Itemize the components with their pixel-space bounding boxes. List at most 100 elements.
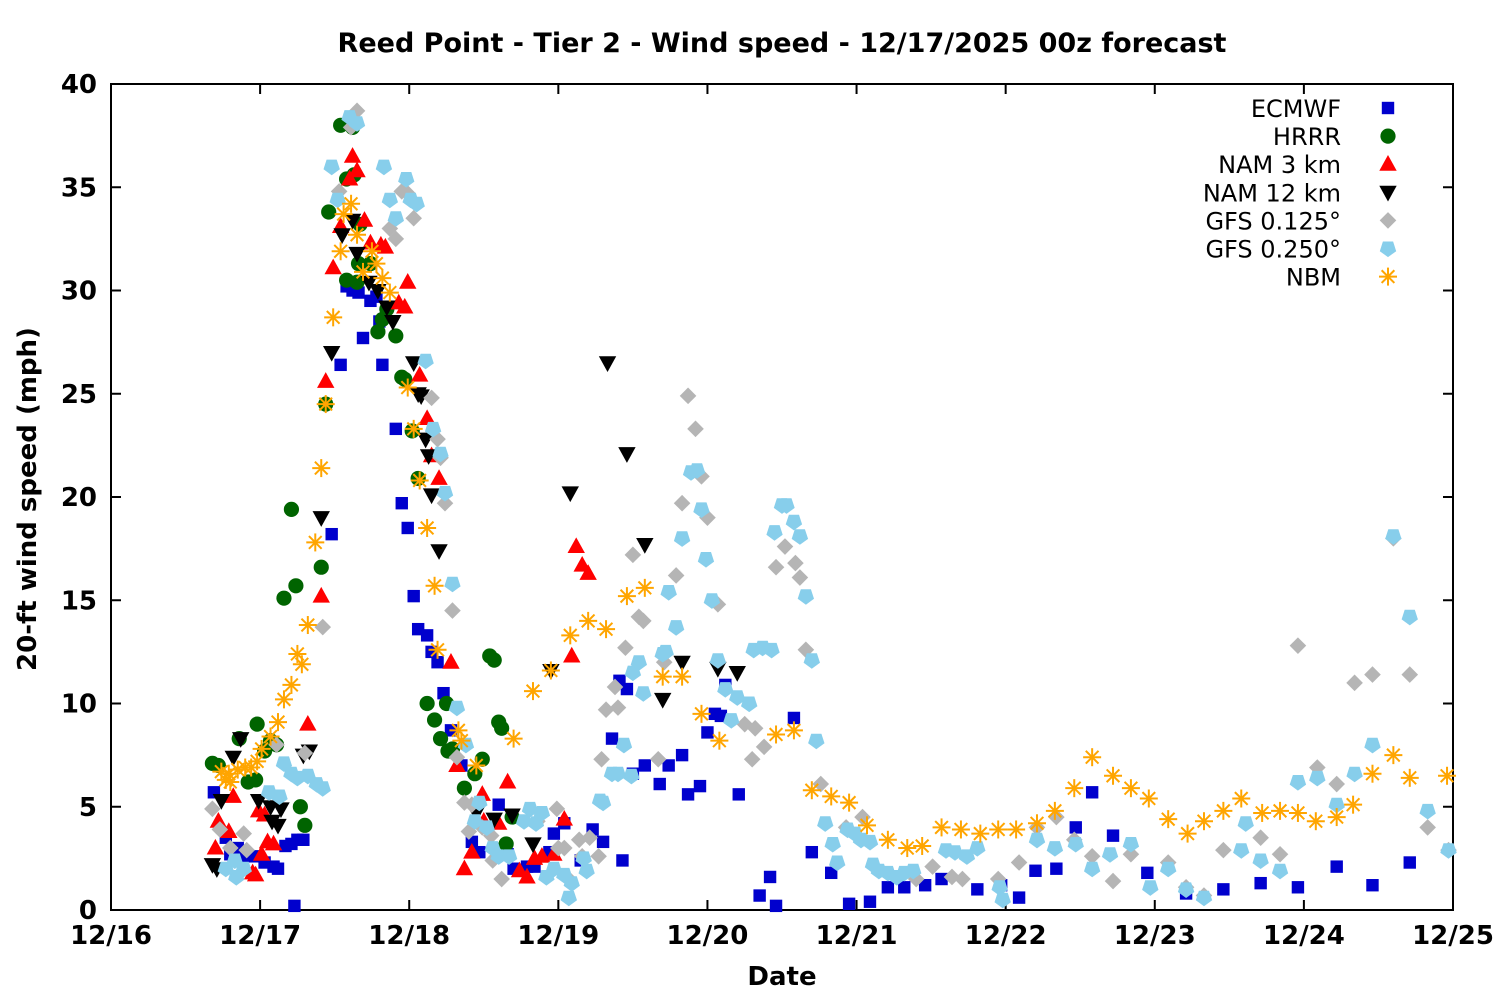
data-point [1160,861,1177,878]
data-point [417,353,434,370]
data-point [617,587,636,606]
data-point [220,822,238,839]
data-point [314,781,331,797]
data-point [1139,789,1158,808]
data-point [615,737,633,754]
data-point [1010,854,1028,871]
data-point [381,192,398,209]
data-point [787,554,804,572]
data-point [842,897,856,911]
data-point [767,725,786,744]
data-point [605,732,619,745]
data-point [1237,816,1254,832]
data-point [861,834,879,851]
data-point [630,655,647,671]
data-point [1344,795,1363,814]
data-point [548,800,566,818]
data-point [1346,674,1363,692]
data-point [297,817,313,833]
data-point [381,220,399,237]
data-point [547,827,561,840]
data-point [360,275,378,292]
data-point [356,331,370,345]
data-point [288,578,304,594]
data-point [593,750,610,768]
data-point [1045,801,1064,820]
data-point [401,521,414,535]
data-point [246,865,265,882]
data-point [276,590,292,606]
data-point [396,297,414,314]
data-point [763,870,777,884]
data-point [918,879,932,892]
legend-label: NBM [1286,264,1341,292]
data-point [324,258,342,275]
data-point [348,161,366,178]
y-tick-label: 40 [61,70,97,100]
data-point [299,714,317,731]
data-point [387,211,404,227]
x-tick-label: 12/17 [219,921,301,951]
data-point [649,750,667,768]
data-point [741,696,758,713]
legend-marker-pentagon-icon [1379,241,1397,258]
data-point [624,546,642,564]
data-point [679,387,697,405]
data-point [523,682,542,701]
data-point [898,839,917,858]
data-point [211,821,229,838]
data-point [653,667,672,686]
legend-marker-triangle-down-icon [1379,185,1397,202]
data-point [296,744,314,762]
data-point [1104,872,1122,890]
data-point [369,284,387,300]
data-point [399,273,417,289]
y-tick-label: 30 [61,277,97,307]
x-tick-label: 12/25 [1412,921,1494,951]
data-point [412,389,430,406]
data-point [567,537,585,554]
data-point [991,880,1008,896]
data-point [312,459,331,478]
data-point [429,430,446,448]
data-point [1419,803,1436,820]
data-point [609,766,627,783]
data-point [238,841,255,859]
data-point [692,704,711,723]
data-point [420,629,434,642]
data-point [235,825,253,842]
legend-label: ECMWF [1251,95,1341,123]
legend-entry-nam-12-km: NAM 12 km [1203,179,1397,207]
data-point [1328,797,1345,814]
data-point [822,787,841,806]
data-point [232,732,250,748]
data-point [1050,862,1063,875]
data-point [693,779,707,793]
data-point [376,358,389,372]
data-point [1309,770,1326,787]
data-point [1400,768,1419,787]
data-point [271,789,288,805]
data-point [1083,848,1101,865]
data-point [817,816,834,832]
data-point [635,686,652,702]
data-point [426,712,443,728]
data-point [1291,881,1305,894]
data-point [935,872,948,886]
data-point [323,159,340,176]
data-point [825,866,838,880]
data-point [204,800,221,818]
data-point [269,818,287,835]
data-point [317,372,335,388]
data-point [252,845,271,861]
data-point [878,830,897,849]
data-point [617,639,634,657]
data-point [353,262,372,281]
data-point [555,809,573,826]
data-point [1178,824,1197,843]
data-point [812,775,830,793]
data-point [1195,890,1213,907]
data-point [971,883,984,896]
legend-marker-asterisk-icon [1379,267,1397,286]
